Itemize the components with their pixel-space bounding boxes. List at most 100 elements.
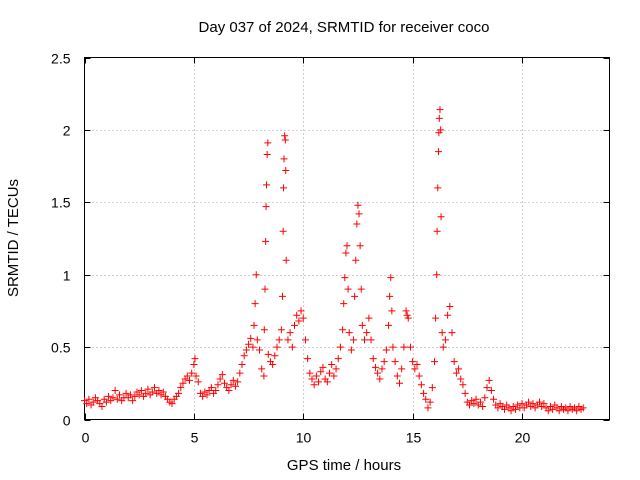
data-point [420, 389, 428, 397]
data-point [280, 155, 288, 163]
data-point [490, 395, 498, 403]
data-point [544, 407, 552, 415]
data-point [413, 360, 421, 368]
data-point [433, 271, 441, 279]
data-point [404, 314, 412, 322]
data-point [332, 365, 340, 373]
y-tick-labels: 0 0.5 1 1.5 2 2.5 [51, 51, 71, 429]
data-point [487, 387, 495, 395]
data-point [476, 398, 484, 406]
data-point [470, 400, 478, 408]
data-point [155, 387, 163, 395]
data-point [116, 391, 123, 399]
data-point [312, 372, 320, 380]
data-point [367, 336, 375, 344]
data-point [437, 126, 445, 134]
data-point [212, 387, 220, 395]
data-point [507, 407, 515, 415]
data-point [144, 385, 152, 393]
data-point [271, 352, 279, 360]
data-point [269, 360, 277, 368]
data-points [81, 106, 587, 415]
data-point [273, 343, 281, 351]
data-point [186, 376, 193, 384]
data-point [573, 407, 581, 415]
x-axis-title: GPS time / hours [287, 457, 401, 474]
data-point [393, 372, 401, 380]
data-point [188, 369, 196, 377]
data-point [455, 365, 463, 373]
data-point [433, 227, 441, 235]
data-point [105, 392, 113, 400]
data-point [308, 375, 316, 383]
data-point [387, 274, 395, 282]
data-point [450, 358, 458, 366]
data-point [301, 336, 309, 344]
data-point [231, 382, 239, 390]
data-point [355, 210, 363, 218]
data-point [391, 358, 399, 366]
data-point [353, 220, 361, 228]
data-point [263, 151, 271, 159]
data-point [452, 369, 460, 377]
data-point [564, 407, 572, 415]
data-point [214, 381, 222, 389]
data-point [297, 307, 305, 315]
data-point [236, 369, 244, 377]
data-point [247, 334, 255, 342]
data-point [288, 343, 296, 351]
data-point [203, 391, 211, 399]
data-point [439, 343, 447, 351]
data-point [398, 365, 406, 373]
y-axis-title: SRMTID / TECUs [5, 179, 22, 297]
data-point [122, 389, 130, 397]
data-point [85, 395, 93, 403]
data-point [207, 384, 215, 392]
data-point [264, 139, 272, 147]
data-point [436, 106, 444, 114]
data-point [319, 363, 327, 371]
data-point [277, 326, 285, 334]
x-tick-label: 20 [515, 430, 531, 446]
data-point [352, 256, 360, 264]
data-point [485, 376, 493, 384]
data-point [83, 400, 91, 408]
data-point [406, 343, 414, 351]
data-point [137, 387, 145, 395]
data-point [218, 371, 226, 379]
y-tick-label: 0.5 [51, 340, 71, 356]
data-point [494, 404, 502, 412]
data-point [350, 336, 358, 344]
data-point [351, 292, 359, 300]
data-point [89, 398, 97, 406]
data-point [361, 336, 368, 344]
data-point [344, 285, 352, 293]
data-point [336, 343, 344, 351]
data-point [261, 285, 269, 293]
data-point [131, 392, 139, 400]
data-point [339, 326, 347, 334]
data-point [240, 352, 248, 360]
data-point [428, 384, 436, 392]
data-point [446, 303, 454, 311]
data-point [221, 379, 228, 387]
data-point [299, 314, 307, 322]
data-point [343, 242, 351, 250]
grid [84, 57, 610, 420]
data-point [306, 369, 314, 377]
data-point [579, 404, 587, 412]
data-point [400, 343, 408, 351]
data-point [282, 166, 290, 174]
data-point [371, 363, 379, 371]
data-point [529, 400, 537, 408]
data-point [183, 372, 191, 380]
data-point [389, 343, 397, 351]
y-tick-label: 1.5 [51, 195, 71, 211]
data-point [256, 346, 263, 354]
y-tick-label: 1 [63, 268, 71, 284]
data-point [525, 398, 533, 406]
data-point [369, 355, 377, 363]
data-point [330, 372, 338, 380]
data-point [148, 388, 156, 396]
data-point [190, 360, 198, 368]
